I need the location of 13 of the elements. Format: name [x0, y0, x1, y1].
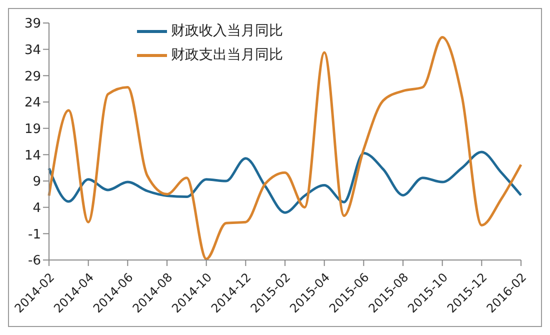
y-tick-label: 19: [24, 122, 41, 137]
y-tick-label: 9: [32, 174, 41, 190]
legend-label: 财政支出当月同比: [171, 46, 283, 64]
y-tick-label: 4: [32, 200, 41, 216]
y-tick-label: 39: [24, 16, 41, 32]
y-tick-label: -1: [28, 227, 41, 242]
y-tick-label: 29: [24, 69, 41, 84]
y-tick-label: 34: [24, 42, 41, 58]
legend-label: 财政收入当月同比: [171, 22, 283, 40]
y-tick-label: -6: [28, 254, 41, 269]
line-series: [48, 150, 522, 214]
y-tick-label: 24: [24, 96, 41, 111]
y-tick-label: 14: [24, 148, 41, 164]
